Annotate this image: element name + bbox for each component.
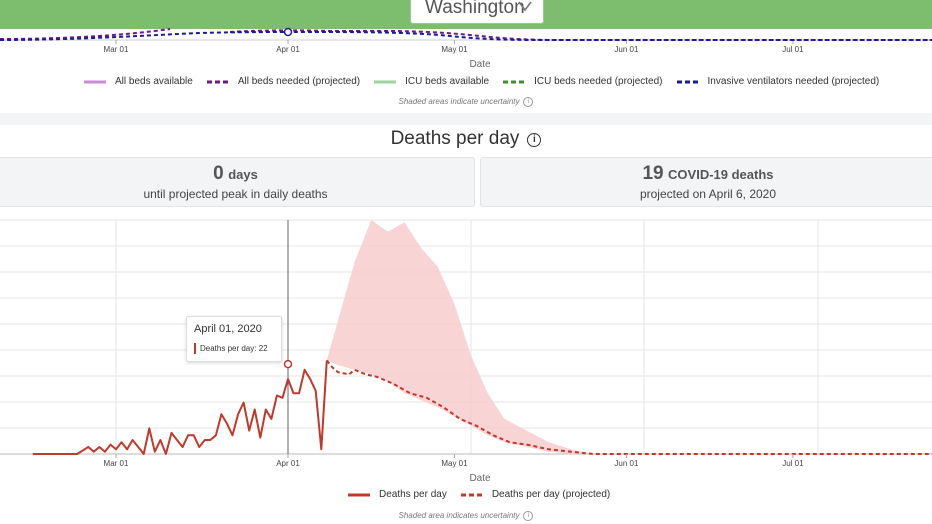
legend-swatch <box>460 493 483 496</box>
resources-chart: Mar 01 Apr 01 May 01 Jun 01 Jul 01 Date <box>0 27 932 70</box>
peak-days-card: 0 days until projected peak in daily dea… <box>0 157 475 207</box>
legend-label: Invasive ventilators needed (projected) <box>707 76 880 87</box>
deaths-section-title: Deaths per day i <box>0 128 932 150</box>
hover-point <box>283 27 293 37</box>
deaths-legend: Deaths per day Deaths per day (projected) <box>348 489 624 500</box>
tooltip-date: April 01, 2020 <box>194 323 262 335</box>
info-icon[interactable]: i <box>527 133 542 147</box>
resources-legend: All beds available All beds needed (proje… <box>84 76 893 87</box>
legend-swatch <box>503 80 526 83</box>
x-tick-label: Mar 01 <box>104 45 129 54</box>
hover-point <box>283 359 293 369</box>
resources-uncertainty-note: Shaded areas indicate uncertainty i <box>0 97 932 107</box>
chart-tooltip: April 01, 2020 Deaths per day: 22 <box>186 316 282 362</box>
tooltip-value-row: Deaths per day: 22 <box>200 344 268 353</box>
peak-deaths-subtitle: projected on April 6, 2020 <box>639 187 777 201</box>
legend-item[interactable]: All beds available <box>84 76 193 87</box>
x-tick-label: Apr 01 <box>276 45 300 54</box>
deaths-uncertainty-note: Shaded area indicates uncertainty i <box>0 511 932 521</box>
x-tick-label: May 01 <box>441 45 468 54</box>
all-beds-needed-line <box>0 28 932 41</box>
resources-panel <box>0 29 932 113</box>
legend-item[interactable]: All beds needed (projected) <box>206 76 361 87</box>
state-selector-label: Washington <box>425 0 525 18</box>
x-tick-label: Jun 01 <box>614 45 639 54</box>
legend-item[interactable]: Deaths per day <box>348 489 447 500</box>
tooltip-value: 22 <box>258 344 268 353</box>
peak-days-subtitle: until projected peak in daily deaths <box>143 187 328 201</box>
legend-item[interactable]: ICU beds needed (projected) <box>503 76 663 87</box>
tooltip-series-marker <box>194 343 196 354</box>
legend-item[interactable]: Invasive ventilators needed (projected) <box>676 76 880 87</box>
peak-deaths-card: 19 COVID-19 deaths projected on April 6,… <box>480 157 932 207</box>
legend-label: All beds needed (projected) <box>237 76 361 87</box>
deaths-title-text: Deaths per day <box>390 128 520 149</box>
x-tick-label: Jul 01 <box>782 45 804 54</box>
x-axis-title: Date <box>469 473 491 484</box>
legend-label: ICU beds available <box>405 76 490 87</box>
legend-swatch <box>348 493 370 496</box>
info-icon[interactable]: i <box>523 511 534 521</box>
deaths-projected-line <box>326 359 932 455</box>
peak-days-number: 0 <box>213 163 224 184</box>
legend-label: ICU beds needed (projected) <box>534 76 663 87</box>
x-tick-label: Mar 01 <box>104 459 129 468</box>
x-tick-label: Apr 01 <box>276 459 300 468</box>
peak-deaths-unit: COVID-19 deaths <box>668 167 774 182</box>
deaths-chart: Mar 01 Apr 01 May 01 Jun 01 Jul 01 Date <box>0 219 932 484</box>
ventilators-needed-line <box>0 31 932 41</box>
x-tick-label: Jul 01 <box>782 459 804 468</box>
peak-days-unit: days <box>228 167 258 182</box>
legend-swatch <box>84 80 106 83</box>
state-selector[interactable]: Washington <box>410 0 544 24</box>
legend-label: Deaths per day (projected) <box>491 489 611 500</box>
legend-item[interactable]: Deaths per day (projected) <box>460 489 611 500</box>
legend-swatch <box>206 80 229 83</box>
peak-deaths-number: 19 <box>642 163 664 184</box>
deaths-per-day-line <box>32 360 328 455</box>
x-tick-label: Jun 01 <box>614 459 639 468</box>
info-icon[interactable]: i <box>523 97 534 107</box>
x-tick-label: May 01 <box>441 459 468 468</box>
legend-label: Deaths per day <box>379 489 447 500</box>
chevron-down-icon <box>518 1 532 12</box>
legend-label: All beds available <box>115 76 193 87</box>
x-axis-title: Date <box>469 59 491 70</box>
legend-item[interactable]: ICU beds available <box>374 76 489 87</box>
legend-swatch <box>676 80 699 83</box>
uncertainty-band <box>326 220 594 454</box>
legend-swatch <box>374 80 397 83</box>
